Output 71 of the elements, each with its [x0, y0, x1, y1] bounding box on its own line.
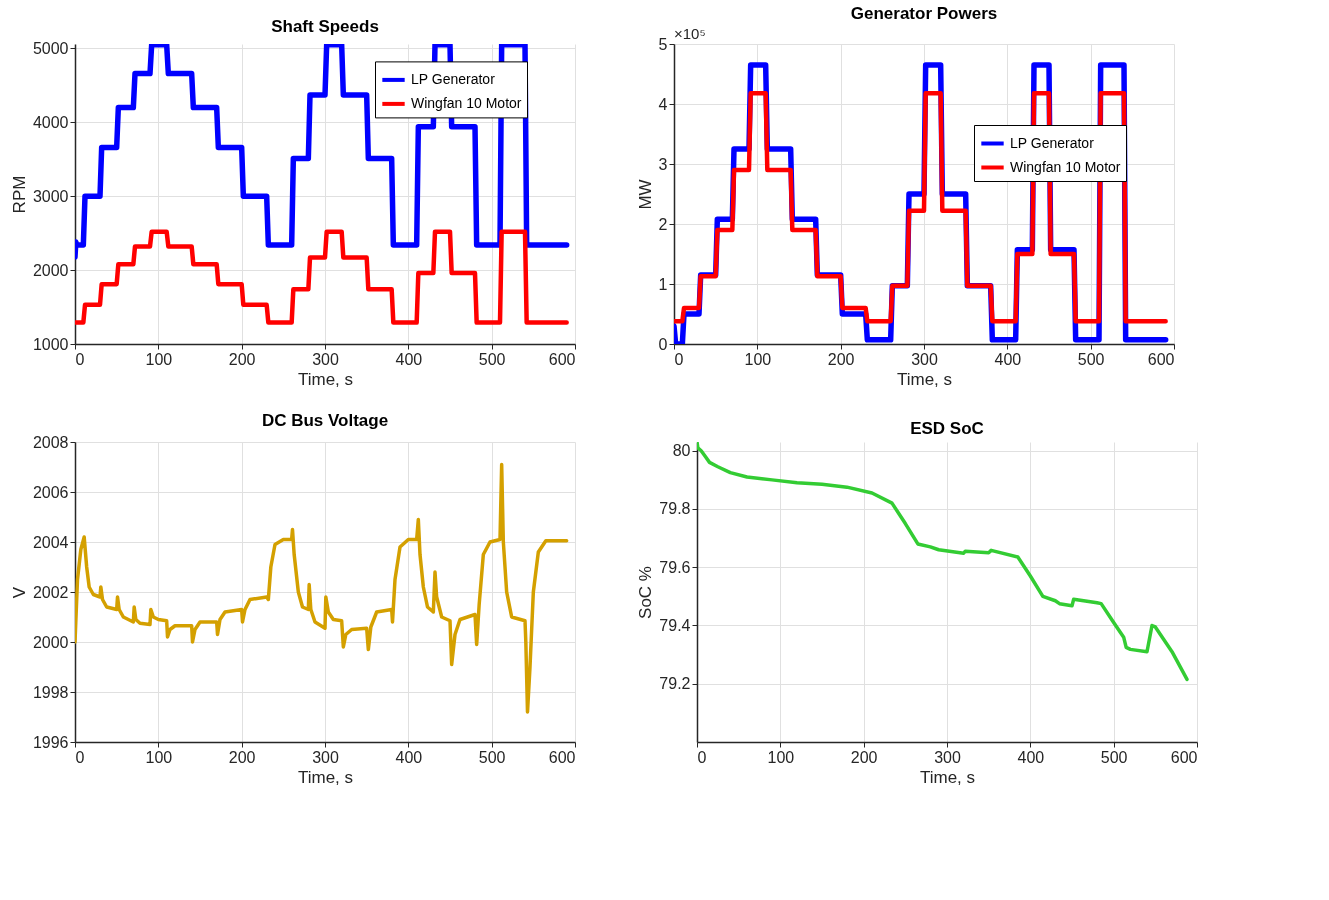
x-tick-label: 600 — [548, 748, 576, 766]
y-tick-label: 2004 — [32, 533, 69, 551]
x-tick-label: 600 — [1147, 350, 1175, 368]
x-tick-label: 600 — [548, 350, 576, 368]
y-tick-label: 2002 — [32, 583, 69, 601]
line-series — [75, 462, 569, 714]
chart-title: Shaft Speeds — [271, 17, 379, 37]
y-tick-label: 1000 — [32, 335, 69, 353]
x-axis-title: Time, s — [297, 767, 354, 787]
legend-label: LP Generator — [1010, 134, 1095, 151]
y-axis-title: MW — [635, 179, 655, 210]
y-tick-label: 1998 — [32, 683, 69, 701]
y-axis-title: V — [9, 586, 29, 599]
x-tick-label: 200 — [228, 748, 256, 766]
y-tick-label: 1996 — [32, 733, 69, 751]
x-tick-label: 100 — [145, 350, 173, 368]
legend-label: Wingfan 10 Motor — [1010, 158, 1121, 175]
x-tick-label: 600 — [1170, 748, 1198, 766]
x-axis-title: Time, s — [896, 369, 953, 389]
y-tick-label: 79.6 — [659, 558, 691, 576]
x-tick-label: 500 — [478, 748, 506, 766]
x-tick-label: 500 — [478, 350, 506, 368]
chart-title: DC Bus Voltage — [261, 411, 389, 430]
y-tick-label: 2006 — [32, 483, 69, 501]
y-tick-label: 0 — [658, 335, 668, 353]
x-axis-title: Time, s — [297, 369, 354, 389]
chart-title: ESD SoC — [910, 419, 984, 438]
y-tick-label: 2000 — [32, 633, 69, 651]
y-tick-label: 2000 — [32, 261, 69, 279]
y-tick-label: 5 — [658, 35, 668, 53]
y-tick-label: 3000 — [32, 187, 69, 205]
x-tick-label: 300 — [312, 748, 339, 766]
x-axis-title: Time, s — [919, 767, 976, 787]
x-tick-label: 500 — [1077, 350, 1105, 368]
y-tick-label: 79.8 — [659, 500, 691, 518]
x-tick-label: 300 — [934, 748, 961, 766]
x-tick-label: 200 — [228, 350, 256, 368]
y-tick-label: 1 — [658, 275, 668, 293]
x-tick-label: 0 — [75, 748, 85, 766]
y-tick-label: 2008 — [32, 433, 69, 451]
x-tick-label: 200 — [827, 350, 855, 368]
x-tick-label: 0 — [697, 748, 707, 766]
x-tick-label: 0 — [75, 350, 85, 368]
x-tick-label: 100 — [767, 748, 795, 766]
line-series — [75, 229, 569, 325]
x-tick-label: 400 — [994, 350, 1022, 368]
legend-label: Wingfan 10 Motor — [411, 94, 522, 111]
x-tick-label: 200 — [850, 748, 878, 766]
x-tick-label: 400 — [1017, 748, 1045, 766]
legend-label: LP Generator — [411, 70, 496, 87]
y-axis-title: RPM — [9, 175, 29, 214]
x-tick-label: 400 — [395, 350, 423, 368]
text: ×10⁵ — [674, 25, 706, 42]
y-tick-label: 4 — [658, 95, 668, 113]
line-series — [697, 442, 1189, 682]
y-tick-label: 79.2 — [659, 675, 691, 693]
x-tick-label: 300 — [312, 350, 339, 368]
x-tick-label: 100 — [145, 748, 173, 766]
x-tick-label: 400 — [395, 748, 423, 766]
y-tick-label: 4000 — [32, 113, 69, 131]
x-tick-label: 300 — [911, 350, 938, 368]
x-tick-label: 500 — [1100, 748, 1128, 766]
y-tick-label: 80 — [672, 442, 691, 460]
line-series — [674, 90, 1168, 324]
chart-title: Generator Powers — [850, 4, 998, 23]
y-axis-title: SoC % — [636, 566, 656, 619]
y-tick-label: 79.4 — [659, 617, 691, 634]
x-tick-label: 100 — [744, 350, 772, 368]
y-tick-label: 3 — [658, 155, 668, 173]
y-tick-label: 5000 — [32, 39, 69, 57]
y-tick-label: 2 — [658, 215, 668, 233]
